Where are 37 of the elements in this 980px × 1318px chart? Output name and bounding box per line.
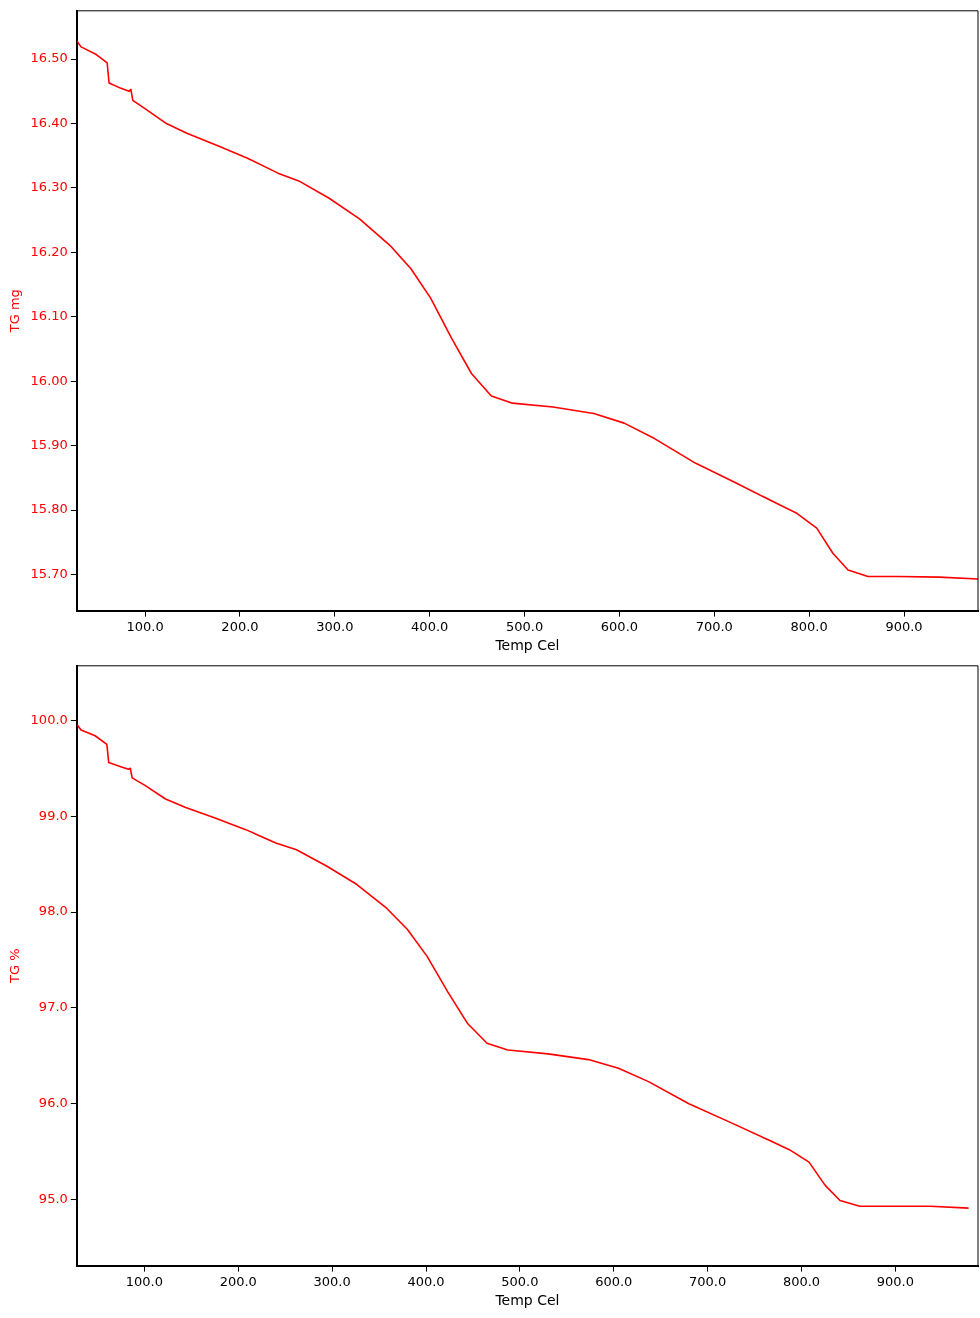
x-tick-label: 700.0 [689, 1273, 727, 1289]
y-axis-title: TG mg [7, 289, 23, 334]
x-tick-label: 100.0 [125, 1273, 164, 1289]
y-tick-label: 15.70 [30, 565, 68, 581]
x-axis-title: Temp Cel [494, 1292, 560, 1309]
x-tick-label: 300.0 [316, 618, 354, 634]
y-axis-title: TG % [7, 948, 23, 984]
y-tick-label: 97.0 [38, 999, 68, 1015]
x-tick-label: 500.0 [501, 1273, 539, 1289]
y-tick-label: 100.0 [30, 711, 68, 727]
x-tick-label: 800.0 [790, 618, 828, 634]
x-tick-label: 100.0 [126, 618, 164, 634]
x-tick-label: 600.0 [595, 1273, 633, 1289]
x-tick-label: 500.0 [505, 618, 544, 634]
y-tick-label: 16.00 [30, 372, 68, 388]
y-tick-label: 15.80 [30, 501, 68, 517]
x-tick-label: 900.0 [876, 1273, 914, 1289]
x-axis-title: Temp Cel [494, 637, 560, 654]
y-tick-label: 96.0 [38, 1095, 68, 1111]
y-tick-label: 15.90 [30, 437, 68, 453]
x-tick-label: 400.0 [411, 618, 449, 634]
x-tick-label: 900.0 [885, 618, 923, 634]
x-tick-label: 400.0 [407, 1273, 445, 1289]
y-tick-label: 95.0 [38, 1190, 68, 1206]
x-tick-label: 800.0 [782, 1273, 821, 1289]
y-tick-label: 98.0 [38, 903, 68, 919]
x-tick-label: 600.0 [600, 618, 639, 634]
y-tick-label: 99.0 [38, 807, 68, 823]
y-tick-label: 16.40 [30, 114, 68, 130]
x-tick-label: 200.0 [221, 618, 259, 634]
x-tick-label: 200.0 [219, 1273, 257, 1289]
y-tick-label: 16.50 [30, 50, 68, 66]
y-tick-label: 16.20 [30, 243, 68, 259]
x-tick-label: 700.0 [695, 618, 733, 634]
y-tick-label: 16.10 [30, 308, 68, 324]
y-tick-label: 16.30 [30, 179, 68, 195]
x-tick-label: 300.0 [313, 1273, 351, 1289]
